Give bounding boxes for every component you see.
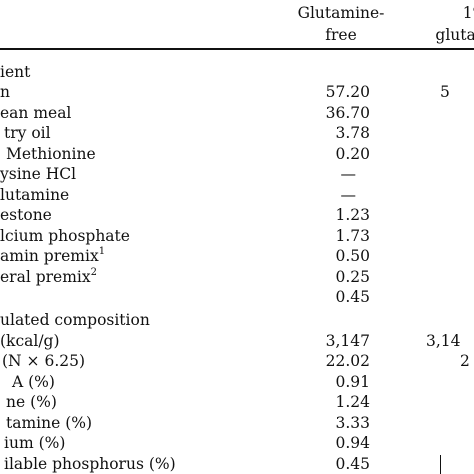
row-label: ysine HCl: [0, 165, 77, 183]
glutamine-free-value: 1.24: [335, 393, 370, 411]
glutamine-free-value: 0.91: [335, 373, 370, 391]
glutamine-free-value: 3.78: [335, 124, 370, 142]
column-header-line-1: 1%: [462, 4, 474, 22]
row-label: ium (%): [4, 434, 66, 452]
row-label: A (%): [12, 373, 55, 391]
glutamine-free-value: 0.45: [335, 288, 370, 306]
glutamine-free-value: 0.50: [335, 247, 370, 265]
glutamine-free-value: 1.23: [335, 206, 370, 224]
table-row: ium (%) 0.94: [0, 432, 474, 454]
table-row: ysine HCl —: [0, 163, 474, 185]
glutamine-value: 5: [440, 83, 450, 101]
row-label: (kcal/g): [0, 332, 60, 350]
row-label: estone: [0, 206, 52, 224]
row-label: amin premix1: [0, 245, 105, 267]
glutamine-free-value: —: [340, 186, 357, 204]
table-row: ne (%) 1.24: [0, 391, 474, 413]
footnote-marker: 1: [98, 245, 106, 257]
section-label: ient: [0, 63, 31, 81]
row-label: ne (%): [6, 393, 57, 411]
row-label: n: [0, 83, 10, 101]
glutamine-free-value: 0.20: [335, 145, 370, 163]
table-row: (N × 6.25) 22.02 2: [0, 350, 474, 372]
glutamine-free-value: 1.73: [335, 227, 370, 245]
table-row: amin premix1 0.50: [0, 245, 474, 267]
table-row: tamine (%) 3.33: [0, 412, 474, 434]
row-label: lutamine: [0, 186, 70, 204]
row-label: try oil: [4, 124, 51, 142]
table-row: Methionine 0.20: [0, 143, 474, 165]
table-row: n 57.20 5: [0, 81, 474, 103]
row-label-text: amin premix: [0, 247, 99, 265]
table-row: eral premix2 0.25: [0, 266, 474, 288]
row-label: lcium phosphate: [0, 227, 130, 245]
table-row: try oil 3.78: [0, 122, 474, 144]
section-heading-ingredient: ient: [0, 61, 474, 83]
column-header-line-2: free: [325, 26, 357, 44]
row-label-text: eral premix: [0, 268, 91, 286]
glutamine-value: 2: [460, 352, 470, 370]
column-header-glutamine: 1% glutamine: [420, 2, 474, 46]
row-label: eral premix2: [0, 266, 97, 288]
glutamine-free-value: 3,147: [325, 332, 370, 350]
row-label: ilable phosphorus (%): [4, 455, 176, 473]
glutamine-free-value: 3.33: [335, 414, 370, 432]
footnote-marker: 2: [90, 266, 97, 278]
glutamine-free-value: 36.70: [325, 104, 370, 122]
row-label: Methionine: [6, 145, 96, 163]
section-heading-composition: ulated composition: [0, 309, 474, 331]
table-row: ean meal 36.70: [0, 102, 474, 124]
column-divider: [440, 455, 442, 474]
section-label: ulated composition: [0, 311, 150, 329]
column-header-line-2: glutamine: [435, 26, 474, 44]
table-row: estone 1.23: [0, 204, 474, 226]
glutamine-free-value: 0.45: [335, 455, 370, 473]
glutamine-free-value: 57.20: [325, 83, 370, 101]
table-row: lutamine —: [0, 184, 474, 206]
row-label: ean meal: [0, 104, 72, 122]
table-row: lcium phosphate 1.73: [0, 225, 474, 247]
table-row: (kcal/g) 3,147 3,14: [0, 330, 474, 352]
glutamine-free-value: 0.94: [335, 434, 370, 452]
glutamine-value: 3,14: [426, 332, 461, 350]
table-row: A (%) 0.91: [0, 371, 474, 393]
row-label: (N × 6.25): [2, 352, 86, 370]
column-header-line-1: Glutamine-: [297, 4, 385, 22]
glutamine-free-value: —: [340, 165, 357, 183]
column-header-glutamine-free: Glutamine- free: [286, 2, 396, 46]
glutamine-free-value: 0.25: [335, 268, 370, 286]
header-rule: [0, 48, 474, 50]
table-row: ilable phosphorus (%) 0.45: [0, 453, 474, 474]
glutamine-free-value: 22.02: [325, 352, 370, 370]
table-row: 0.45: [0, 286, 474, 308]
row-label: tamine (%): [6, 414, 93, 432]
